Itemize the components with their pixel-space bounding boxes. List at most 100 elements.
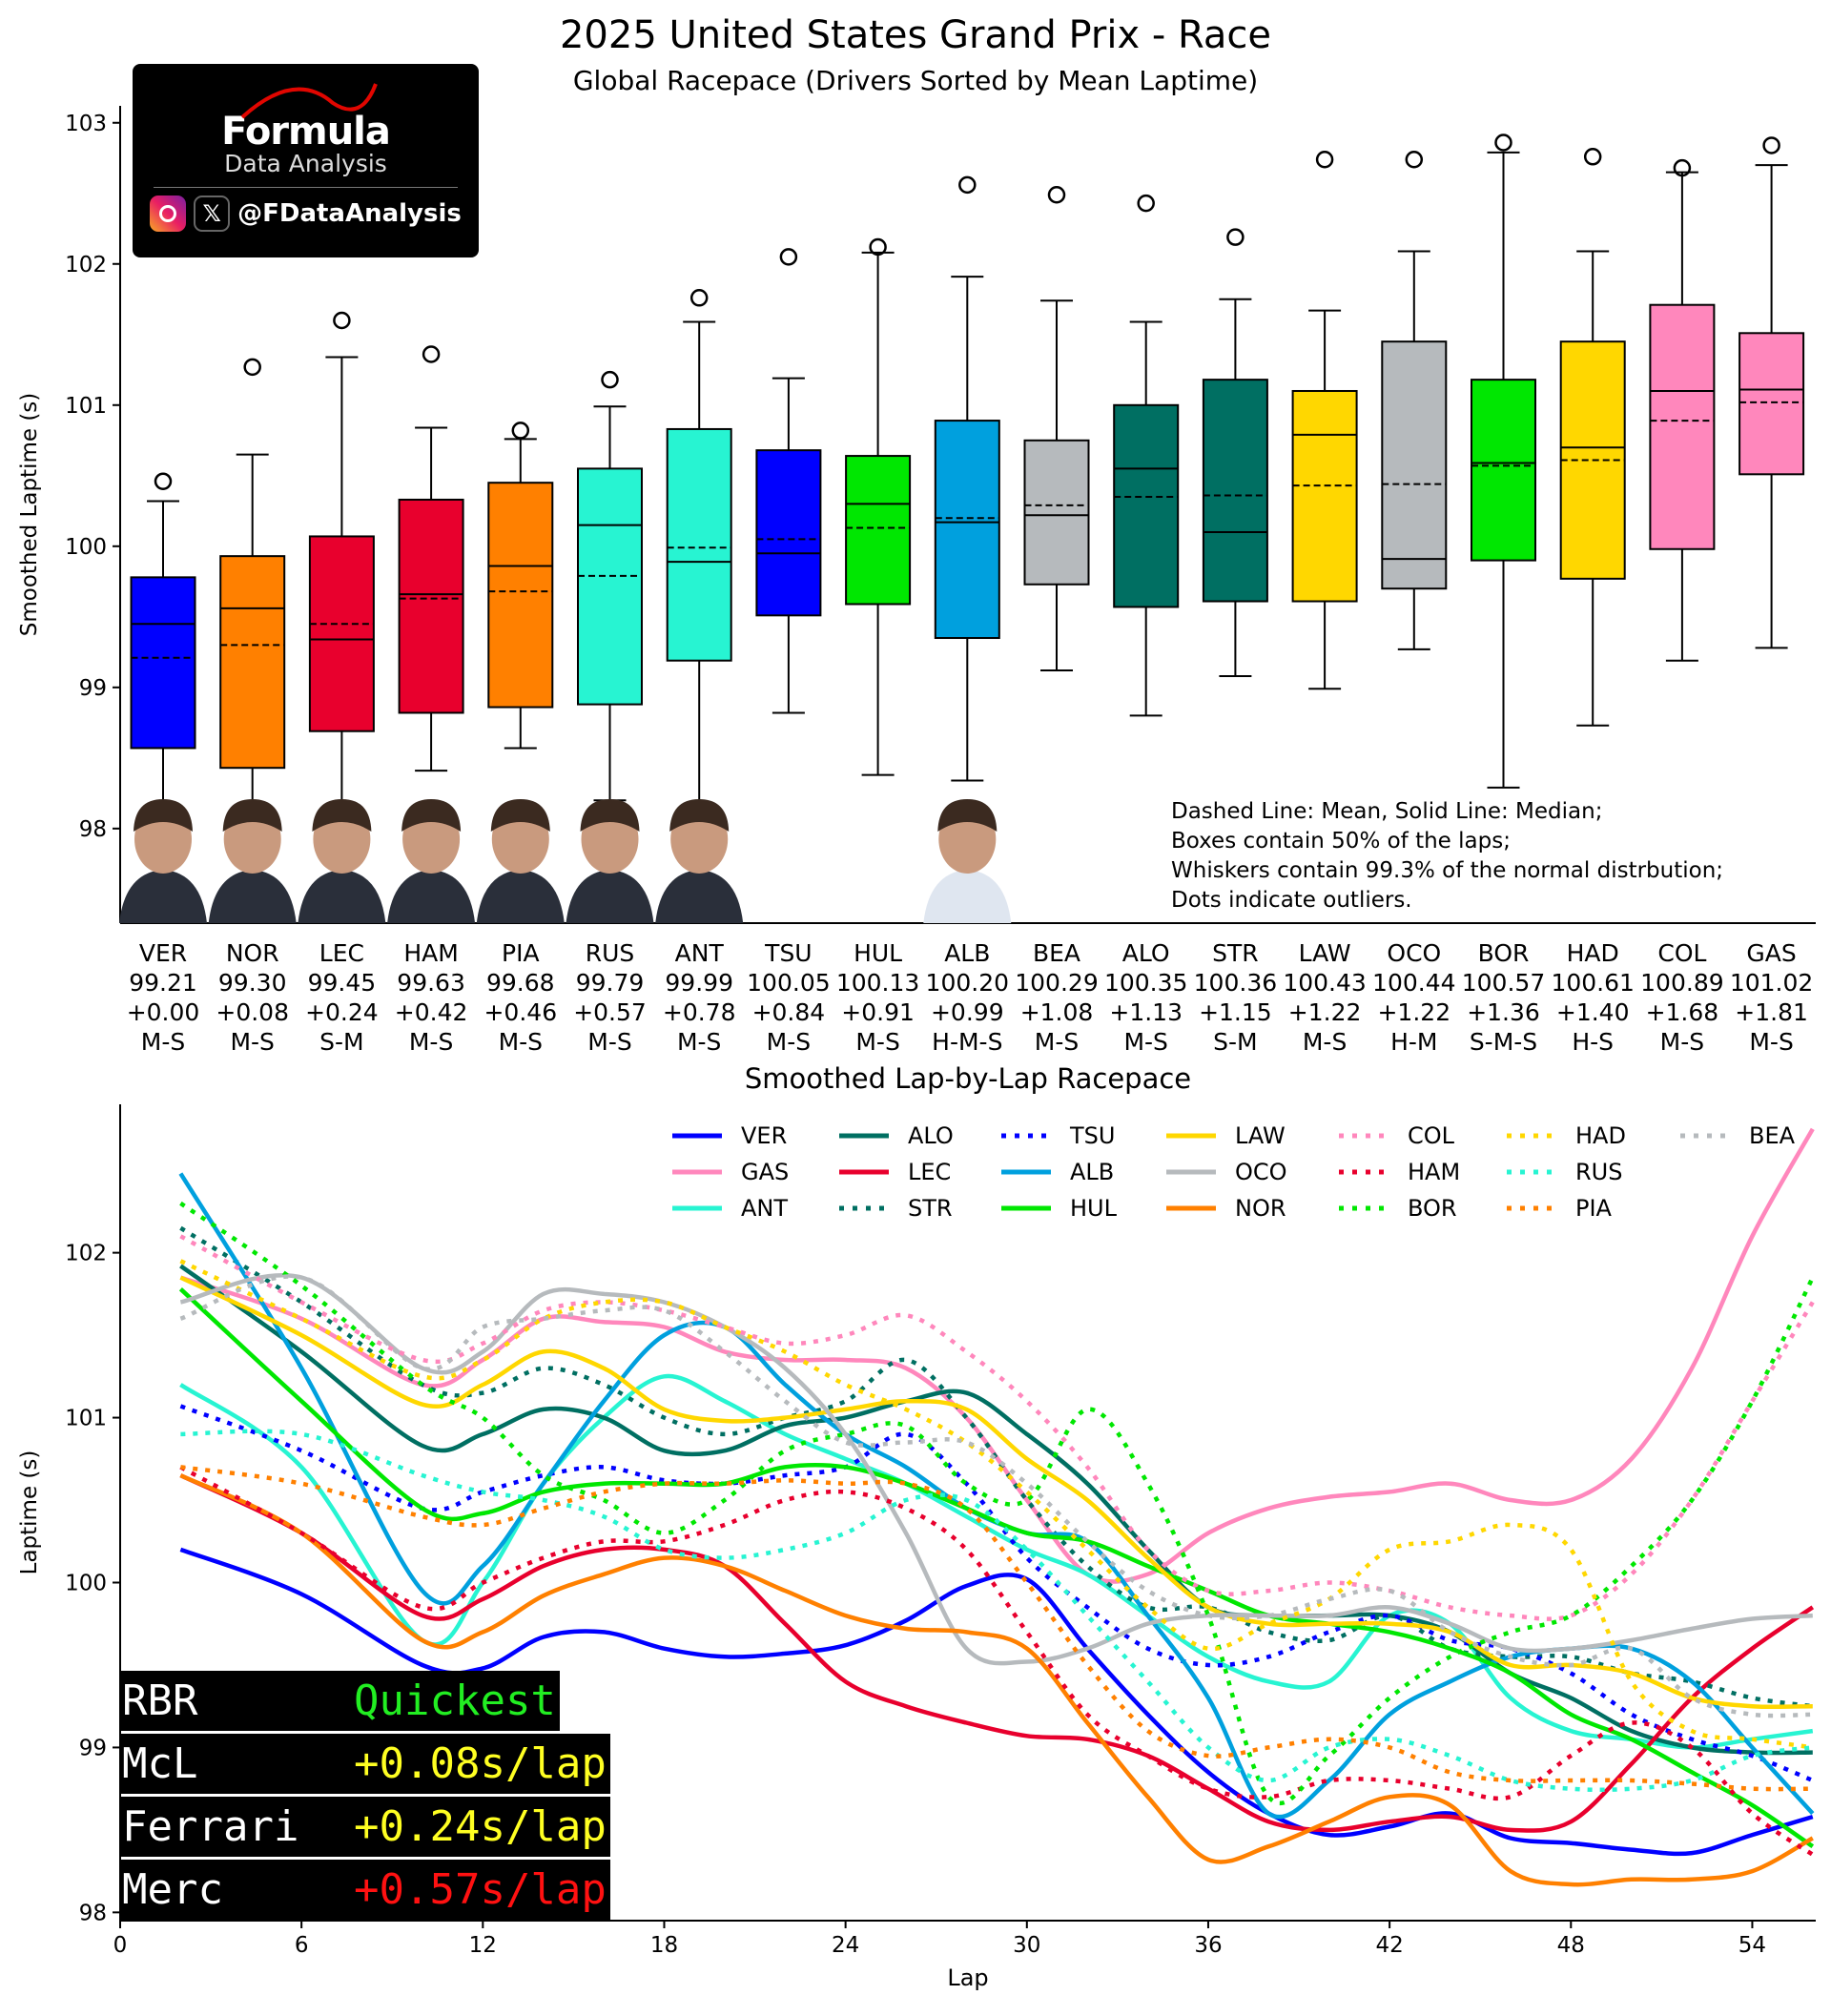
mean-laptime: 100.20 — [926, 969, 1009, 997]
series-line-col — [179, 1234, 1815, 1621]
gap-to-leader: +1.22 — [1377, 998, 1450, 1026]
legend-label: BOR — [1408, 1195, 1457, 1222]
team-name: RBR — [120, 1671, 350, 1731]
note-line: Dots indicate outliers. — [1171, 888, 1412, 913]
driver-photo — [119, 799, 207, 923]
box — [577, 467, 643, 706]
series-line-bea — [179, 1274, 1813, 1718]
driver-hair — [312, 799, 372, 832]
gap-to-leader: +1.22 — [1288, 998, 1362, 1026]
box-str — [1202, 228, 1268, 677]
driver-code: OCO — [1387, 939, 1441, 967]
team-row: Ferrari +0.24s/lap — [120, 1797, 610, 1857]
gap-to-leader: +1.36 — [1467, 998, 1540, 1026]
x-tick-label: 30 — [1013, 1933, 1040, 1958]
tyre-strategy: H-M-S — [932, 1028, 1002, 1056]
tyre-strategy: M-S — [409, 1028, 453, 1056]
outlier-point — [154, 472, 173, 490]
box-nor — [219, 358, 286, 816]
mean-laptime: 100.29 — [1015, 969, 1098, 997]
team-name: McL — [120, 1734, 350, 1794]
series-line-nor — [179, 1473, 1814, 1887]
box-oco — [1381, 150, 1448, 650]
team-gap: +0.57s/lap — [350, 1860, 610, 1920]
box — [755, 449, 822, 617]
box-tsu — [755, 248, 822, 714]
team-row: McL +0.08s/lap — [120, 1734, 610, 1794]
driver-hair — [937, 799, 998, 832]
boxplot-title: Global Racepace (Drivers Sorted by Mean … — [573, 65, 1258, 96]
box — [1471, 379, 1536, 562]
box — [934, 420, 1000, 640]
box-had — [1559, 148, 1626, 727]
mean-laptime: 100.13 — [836, 969, 919, 997]
driver-code: HAM — [403, 939, 458, 967]
box — [308, 535, 375, 732]
outlier-point — [869, 237, 887, 257]
tyre-strategy: M-S — [1749, 1028, 1793, 1056]
series-line-gas — [179, 1127, 1815, 1584]
y-tick-label: 100 — [65, 535, 107, 560]
driver-code: ANT — [675, 939, 725, 967]
series-line-str — [179, 1225, 1814, 1709]
gap-to-leader: +0.00 — [127, 998, 200, 1026]
team-gap-table: RBR Quickest McL +0.08s/lap Ferrari +0.24s/… — [120, 1671, 610, 1923]
outlier-point — [1494, 134, 1512, 152]
x-tick-label: 24 — [832, 1933, 859, 1958]
box-bea — [1023, 185, 1090, 672]
driver-code: TSU — [764, 939, 812, 967]
team-row: Merc +0.57s/lap — [120, 1860, 610, 1920]
driver-code: ALB — [944, 939, 990, 967]
box — [130, 576, 196, 750]
outlier-point — [1762, 136, 1780, 154]
driver-hair — [669, 799, 730, 832]
driver-hair — [401, 799, 462, 832]
outlier-point — [422, 345, 441, 363]
box — [1649, 303, 1716, 550]
box-ver — [130, 472, 196, 844]
driver-code: ALO — [1122, 939, 1170, 967]
mean-laptime: 100.89 — [1640, 969, 1723, 997]
box-gas — [1738, 136, 1805, 649]
legend-label: STR — [908, 1195, 953, 1222]
driver-photo — [208, 799, 297, 923]
outlier-point — [1047, 185, 1066, 204]
legend: VER GAS ANT ALO LEC STR TSU ALB HUL LAW OCO NOR COL H… — [672, 1122, 1796, 1222]
x-axis-label: Lap — [947, 1965, 988, 1991]
x-icon: 𝕏 — [194, 195, 231, 232]
tyre-strategy: H-M — [1390, 1028, 1437, 1056]
mean-laptime: 99.21 — [129, 969, 197, 997]
y-tick-label: 99 — [79, 676, 107, 701]
series-lines — [178, 1127, 1815, 1887]
box-ant — [666, 289, 732, 830]
tyre-strategy: M-S — [677, 1028, 721, 1056]
x-tick-label: 54 — [1738, 1933, 1766, 1958]
box-pia — [487, 422, 554, 750]
driver-photo — [655, 799, 744, 923]
outlier-point — [333, 311, 351, 330]
driver-photo — [387, 799, 476, 923]
legend-label: ANT — [741, 1195, 788, 1222]
legend-label: VER — [741, 1122, 787, 1149]
mean-laptime: 100.35 — [1104, 969, 1187, 997]
swoosh-icon — [240, 83, 378, 119]
outlier-point — [1405, 150, 1424, 169]
note-line: Whiskers contain 99.3% of the normal dis… — [1171, 858, 1724, 883]
series-line-rus — [180, 1429, 1814, 1793]
legend-note: Dashed Line: Mean, Solid Line: Median; B… — [1171, 797, 1723, 915]
outlier-point — [1315, 150, 1334, 169]
team-name: Ferrari — [120, 1797, 350, 1857]
driver-photo — [298, 799, 386, 923]
mean-laptime: 100.36 — [1194, 969, 1277, 997]
y-axis-label: Smoothed Laptime (s) — [17, 393, 42, 637]
gap-to-leader: +0.99 — [931, 998, 1004, 1026]
series-line-ham — [179, 1465, 1815, 1857]
driver-code: HUL — [854, 939, 902, 967]
main-title: 2025 United States Grand Prix - Race — [560, 13, 1271, 57]
instagram-icon — [150, 195, 187, 232]
logo-subtitle: Data Analysis — [224, 150, 387, 177]
legend-label: HAD — [1575, 1122, 1626, 1149]
driver-suit — [387, 870, 476, 923]
legend-label: LAW — [1235, 1122, 1286, 1149]
